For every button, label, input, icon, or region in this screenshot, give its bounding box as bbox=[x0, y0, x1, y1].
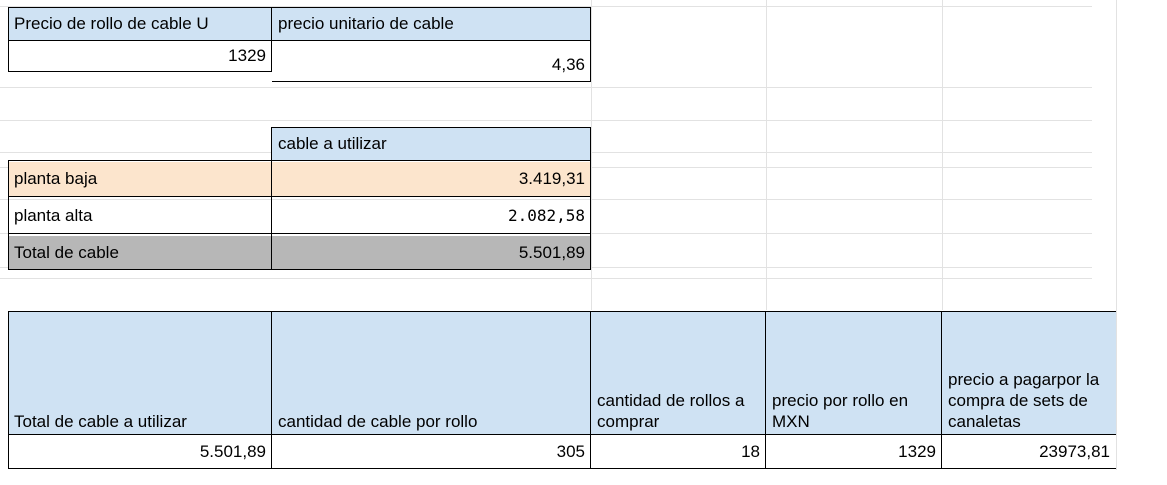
purchase-header-rolls-to-buy[interactable]: cantidad de rollos a comprar bbox=[591, 312, 766, 434]
cable-value-total[interactable]: 5.501,89 bbox=[272, 236, 591, 269]
cable-label-total[interactable]: Total de cable bbox=[8, 236, 272, 269]
cable-label-ground[interactable]: planta baja bbox=[8, 162, 272, 196]
purchase-header-cable-per-roll[interactable]: cantidad de cable por rollo bbox=[272, 312, 591, 434]
purchase-value-rolls-to-buy[interactable]: 18 bbox=[741, 442, 760, 461]
purchase-value-total-cable[interactable]: 5.501,89 bbox=[199, 442, 266, 461]
purchase-value-cable-per-roll[interactable]: 305 bbox=[556, 442, 585, 461]
purchase-value-price-per-roll[interactable]: 1329 bbox=[898, 442, 936, 461]
purchase-header-total-price[interactable]: precio a pagarpor la compra de sets de c… bbox=[942, 312, 1116, 434]
cable-label-upper[interactable]: planta alta bbox=[14, 206, 93, 225]
purchase-header-price-per-roll[interactable]: precio por rollo en MXN bbox=[766, 312, 942, 434]
roll-price-header[interactable]: Precio de rollo de cable U bbox=[8, 8, 272, 40]
unit-price-value[interactable]: 4,36 bbox=[551, 55, 585, 74]
unit-price-header[interactable]: precio unitario de cable bbox=[272, 8, 591, 40]
cable-header[interactable]: cable a utilizar bbox=[272, 128, 591, 160]
cable-value-upper[interactable]: 2.082,58 bbox=[507, 206, 585, 225]
roll-price-value[interactable]: 1329 bbox=[228, 46, 266, 65]
purchase-value-total-price[interactable]: 23973,81 bbox=[1039, 442, 1110, 461]
purchase-header-total-cable[interactable]: Total de cable a utilizar bbox=[8, 312, 272, 434]
cable-value-ground[interactable]: 3.419,31 bbox=[272, 162, 591, 196]
